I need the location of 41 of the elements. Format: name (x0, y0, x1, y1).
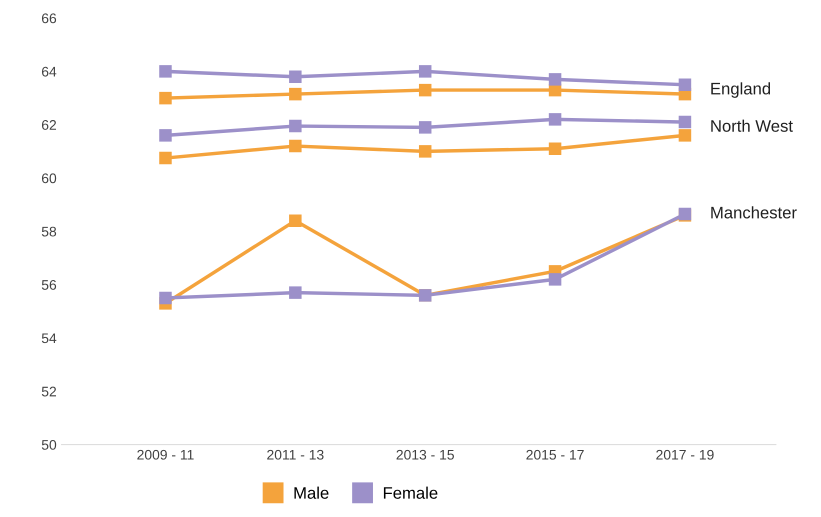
point (289, 120, 302, 132)
y-tick-label: 66 (42, 13, 56, 24)
point (678, 129, 692, 142)
point (159, 292, 172, 304)
point (159, 152, 172, 164)
point (289, 140, 302, 152)
y-tick-label: 58 (42, 226, 56, 237)
point (418, 145, 432, 158)
point (548, 273, 562, 286)
legend-label: Male (294, 486, 328, 499)
point (418, 84, 432, 96)
x-tick-label: 2011 - 13 (267, 450, 324, 460)
x-tick-label: 2015 - 17 (526, 450, 584, 460)
point (678, 116, 692, 128)
point (548, 113, 562, 126)
point (289, 70, 302, 83)
y-tick-label: 56 (42, 280, 56, 290)
y-tick-label: 60 (42, 173, 56, 184)
point (159, 129, 172, 142)
annotation: Manchester (711, 206, 797, 219)
point (548, 142, 562, 155)
y-tick-label: 50 (42, 440, 56, 450)
point (548, 73, 562, 86)
point (289, 286, 302, 299)
point (159, 92, 172, 104)
point (418, 121, 432, 134)
x-tick-label: 2009 - 11 (137, 450, 194, 460)
point (418, 65, 432, 78)
annotation: North West (711, 120, 793, 132)
y-tick-label: 64 (42, 66, 56, 77)
point (289, 214, 302, 227)
x-tick-label: 2013 - 15 (396, 450, 454, 460)
y-tick-label: 62 (42, 120, 56, 130)
annotation: England (711, 82, 770, 98)
point (289, 88, 302, 100)
y-tick-label: 54 (42, 333, 56, 344)
point (678, 78, 692, 91)
y-tick-label: 52 (42, 386, 56, 396)
legend-label: Female (384, 486, 438, 499)
point (159, 65, 172, 78)
x-tick-label: 2017 - 19 (656, 450, 714, 460)
